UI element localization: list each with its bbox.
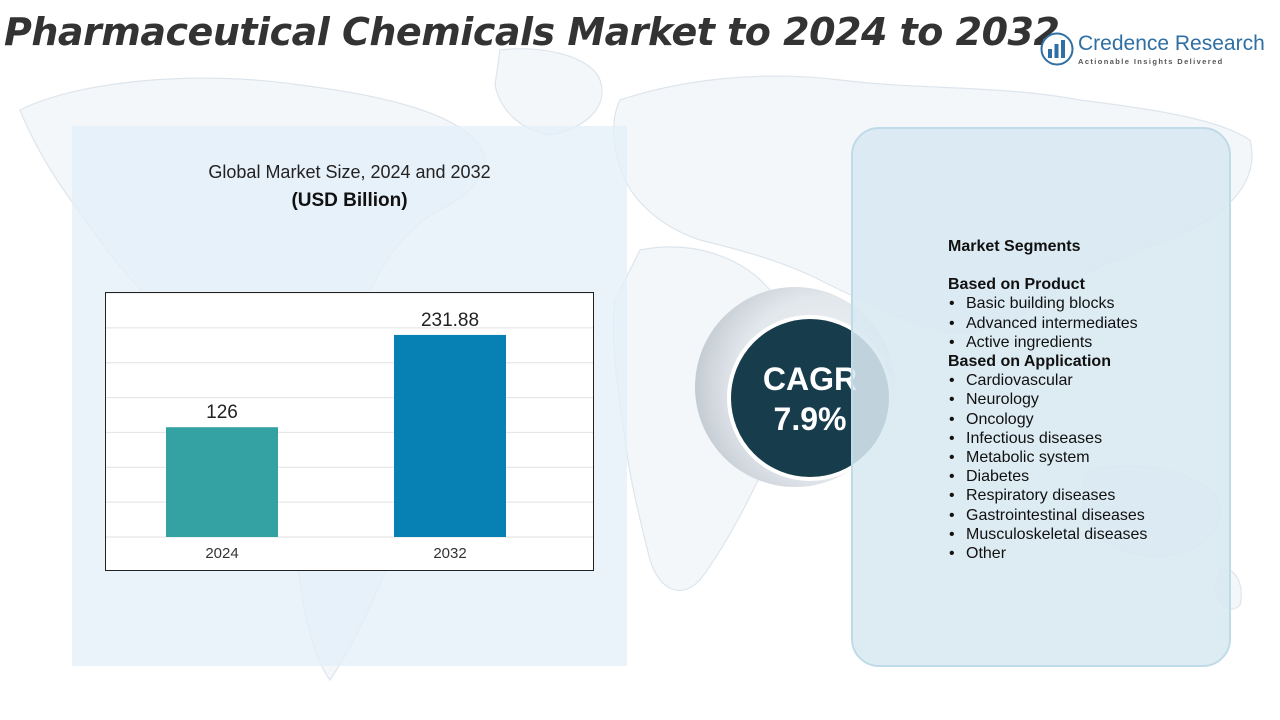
application-segment-list: Cardiovascular Neurology Oncology Infect… bbox=[948, 371, 1147, 563]
data-label-2032: 231.88 bbox=[421, 310, 479, 331]
segment-group-title-product: Based on Product bbox=[948, 276, 1085, 294]
list-item: Neurology bbox=[948, 390, 1147, 409]
cagr-value: 7.9% bbox=[773, 401, 847, 437]
segments-heading: Market Segments bbox=[948, 238, 1081, 255]
list-item: Active ingredients bbox=[948, 333, 1147, 352]
segment-group-title-application: Based on Application bbox=[948, 353, 1111, 371]
logo-tagline: Actionable Insights Delivered bbox=[1078, 57, 1224, 66]
data-label-2024: 126 bbox=[206, 402, 238, 423]
list-item: Cardiovascular bbox=[948, 371, 1147, 390]
product-segment-list: Basic building blocks Advanced intermedi… bbox=[948, 294, 1147, 352]
segments-spacer bbox=[948, 256, 1147, 275]
chart-unit: (USD Billion) bbox=[291, 190, 408, 211]
list-item: Musculoskeletal diseases bbox=[948, 525, 1147, 544]
x-tick-label-2024: 2024 bbox=[205, 545, 238, 562]
cagr-label: CAGR bbox=[762, 361, 858, 397]
list-item: Infectious diseases bbox=[948, 429, 1147, 448]
credence-research-logo: Credence Research Actionable Insights De… bbox=[1040, 30, 1270, 70]
bar-chart: 126 2024 231.88 2032 bbox=[105, 292, 594, 571]
list-item: Oncology bbox=[948, 410, 1147, 429]
x-tick-label-2032: 2032 bbox=[433, 545, 466, 562]
list-item: Advanced intermediates bbox=[948, 314, 1147, 333]
chart-title: Global Market Size, 2024 and 2032 bbox=[208, 162, 491, 182]
bar-chart-logo-icon bbox=[1040, 32, 1074, 66]
bar-chart-svg: 126 2024 231.88 2032 bbox=[106, 293, 593, 562]
bar-2024 bbox=[166, 427, 278, 537]
list-item: Metabolic system bbox=[948, 448, 1147, 467]
market-segments-panel: Market Segments Based on Product Basic b… bbox=[851, 127, 1231, 667]
page-title: Pharmaceutical Chemicals Market to 2024 … bbox=[4, 10, 1060, 54]
bar-2032 bbox=[394, 334, 506, 537]
list-item: Other bbox=[948, 544, 1147, 563]
segments-text: Market Segments Based on Product Basic b… bbox=[948, 237, 1147, 563]
list-item: Gastrointestinal diseases bbox=[948, 506, 1147, 525]
list-item: Basic building blocks bbox=[948, 294, 1147, 313]
logo-name: Credence Research bbox=[1078, 32, 1265, 55]
list-item: Diabetes bbox=[948, 467, 1147, 486]
list-item: Respiratory diseases bbox=[948, 486, 1147, 505]
chart-panel: Global Market Size, 2024 and 2032 (USD B… bbox=[72, 126, 627, 666]
